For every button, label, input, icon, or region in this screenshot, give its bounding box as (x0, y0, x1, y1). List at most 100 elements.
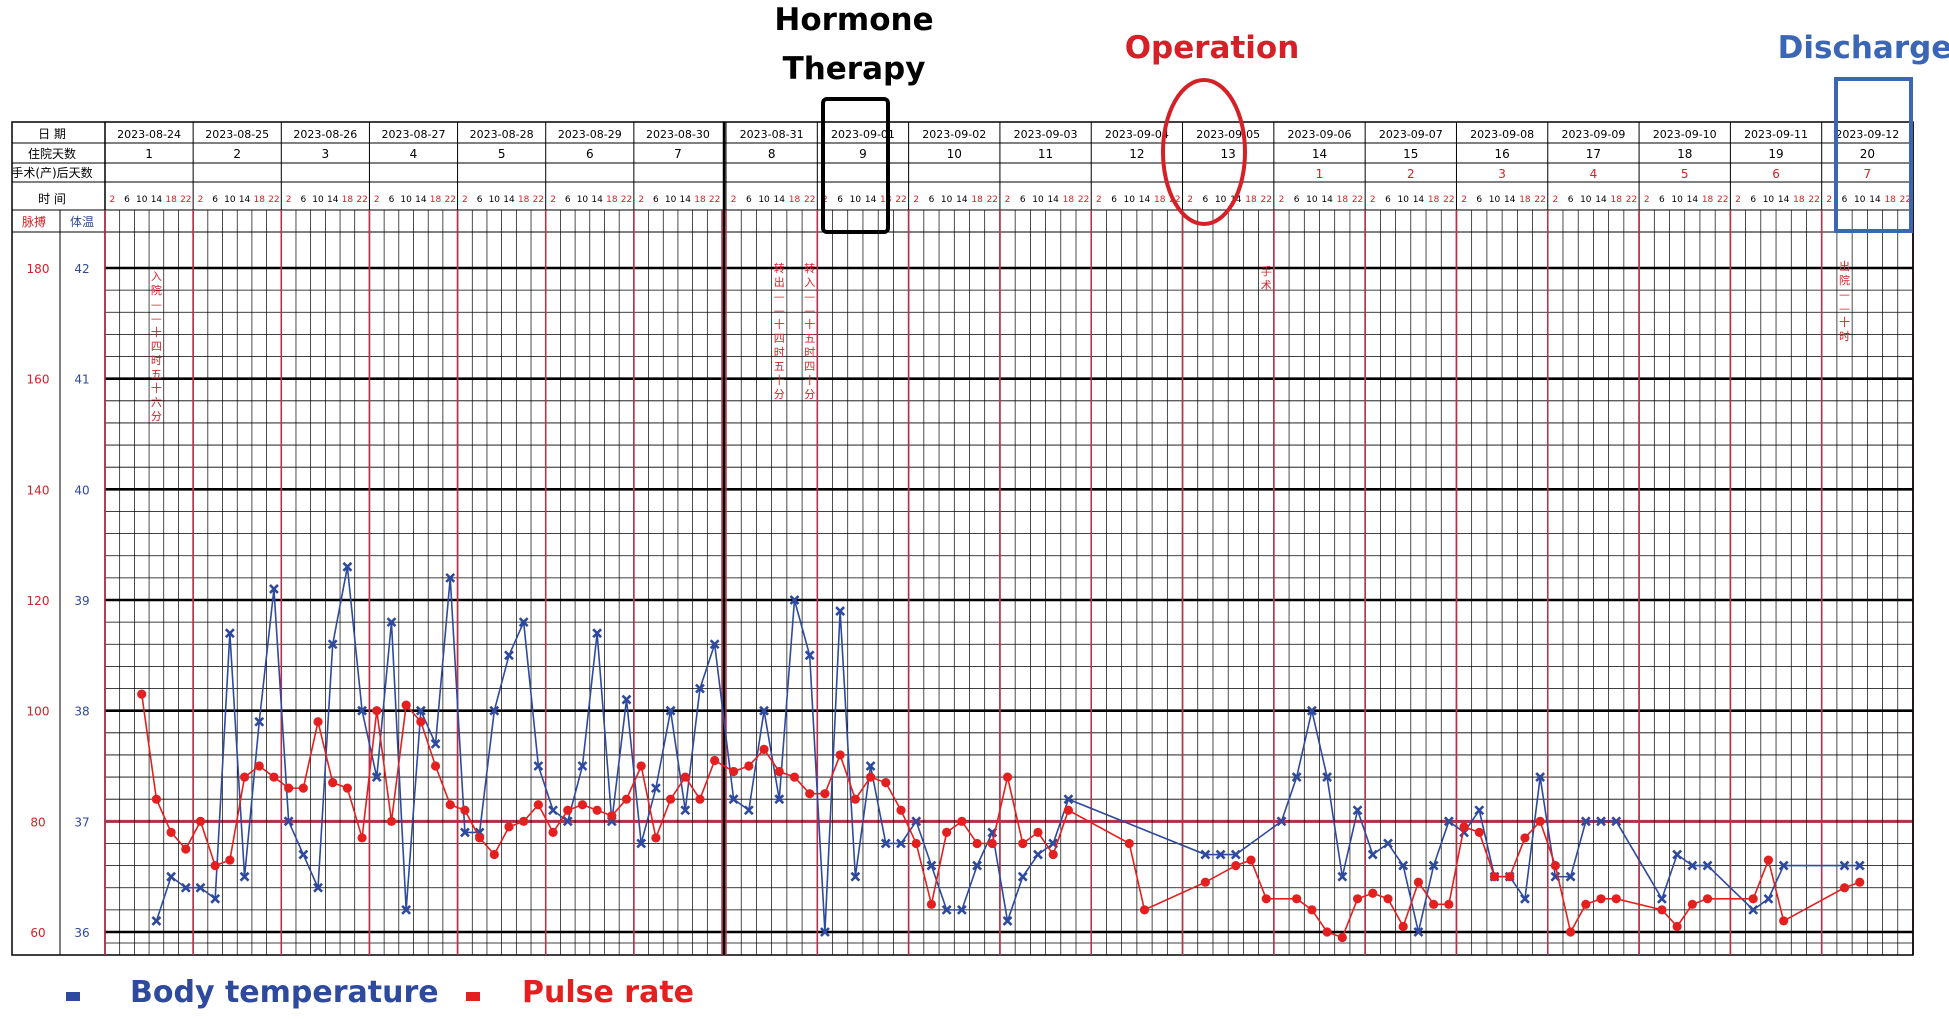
temperature-point (835, 606, 846, 616)
pulse-point (865, 772, 876, 782)
time-cell: 18 (1519, 195, 1531, 205)
vertical-note-char: 十 (1839, 315, 1850, 329)
pulse-point (284, 783, 294, 793)
vertical-note-char: 院 (151, 283, 162, 297)
time-cell: 18 (1884, 195, 1896, 205)
time-cell: 22 (268, 195, 279, 205)
time-cell: 6 (565, 195, 571, 205)
hospital-day-cell: 17 (1586, 147, 1601, 161)
time-cell: 14 (1504, 195, 1516, 205)
time-cell: 10 (758, 195, 770, 205)
hospital-day-cell: 4 (410, 147, 418, 161)
pulse-point (607, 811, 617, 821)
temperature-point (386, 617, 397, 628)
date-cell: 2023-09-05 (1196, 128, 1260, 141)
pulse-point (1246, 855, 1256, 865)
time-cell: 14 (1687, 195, 1699, 205)
time-cell: 2 (913, 195, 919, 205)
date-cell: 2023-08-29 (558, 128, 622, 141)
time-cell: 22 (895, 195, 906, 205)
pulse-point (1489, 872, 1500, 882)
hospital-day-cell: 18 (1677, 147, 1692, 161)
pulse-point (1657, 905, 1667, 915)
temperature-point (504, 650, 514, 661)
pulse-point (987, 838, 997, 849)
vertical-note-char: 入 (151, 270, 162, 283)
time-cell: 22 (180, 195, 191, 205)
vertical-note-char: — (151, 298, 162, 311)
vertical-note-char: 五 (774, 360, 785, 373)
vertical-note-char: 十 (804, 373, 815, 387)
pulse-point (504, 822, 514, 832)
time-cell: 2 (1461, 195, 1467, 205)
time-cell: 10 (1763, 195, 1775, 205)
pulse-tick-label: 60 (30, 926, 45, 940)
time-cell: 22 (1078, 195, 1089, 205)
pulse-point (881, 778, 891, 788)
vertical-note-char: 时 (774, 346, 785, 359)
temperature-point (313, 882, 323, 893)
time-cell: 6 (1750, 195, 1756, 205)
row-label-hospital-day: 住院天数 (28, 146, 76, 161)
time-cell: 14 (1139, 195, 1151, 205)
pulse-point (729, 766, 739, 777)
pulse-tick-label: 80 (30, 815, 45, 829)
vertical-note-char: 院 (1839, 273, 1850, 287)
pulse-point (430, 761, 441, 771)
temperature-point (1383, 838, 1393, 849)
time-cell: 14 (956, 195, 968, 205)
date-cell: 2023-08-25 (205, 128, 269, 141)
time-cell: 6 (1294, 195, 1300, 205)
date-cell: 2023-09-06 (1288, 128, 1352, 141)
time-cell: 22 (1261, 195, 1272, 205)
pulse-point (1413, 877, 1424, 887)
time-cell: 14 (1413, 195, 1425, 205)
temperature-point (371, 772, 382, 782)
pulse-point (759, 744, 769, 755)
temperature-point (1230, 849, 1241, 860)
temperature-point (401, 904, 412, 915)
time-cell: 6 (837, 195, 843, 205)
pulse-point (1292, 894, 1302, 904)
vertical-note-char: — (151, 312, 162, 325)
hospital-day-cell: 19 (1768, 147, 1783, 161)
time-cell: 6 (653, 195, 659, 205)
time-cell: 18 (1337, 195, 1349, 205)
temperature-point (621, 694, 632, 705)
temperature-point (269, 584, 279, 594)
temperature-point (1839, 860, 1850, 871)
temperature-point (298, 849, 309, 860)
pulse-point (911, 838, 921, 849)
temperature-point (327, 639, 338, 650)
vertical-note-char: 转 (774, 261, 785, 275)
time-cell: 22 (987, 195, 998, 205)
pulse-point (1581, 899, 1591, 909)
temperature-point (1763, 893, 1774, 904)
time-cell: 10 (1671, 195, 1683, 205)
time-cell: 6 (1568, 195, 1574, 205)
hospital-day-cell: 2 (233, 147, 241, 161)
temperature-point (518, 617, 529, 628)
time-cell: 10 (1489, 195, 1501, 205)
hospital-day-cell: 1 (145, 147, 153, 161)
vertical-note-char: — (804, 290, 815, 303)
time-cell: 10 (577, 195, 589, 205)
pulse-point (357, 833, 367, 843)
temperature-point (254, 716, 265, 727)
pulse-point (445, 800, 455, 810)
time-cell: 22 (356, 195, 367, 205)
time-cell: 2 (109, 195, 115, 205)
pulse-tick-label: 180 (27, 262, 50, 276)
temperature-point (759, 705, 769, 716)
temperature-point (1413, 927, 1424, 937)
time-cell: 18 (1063, 195, 1075, 205)
pulse-point (1018, 838, 1028, 849)
time-cell: 18 (518, 195, 530, 205)
time-cell: 10 (1124, 195, 1136, 205)
pulse-point (548, 827, 558, 838)
temp-tick-label: 37 (74, 815, 89, 829)
vertical-note-char: 五 (151, 368, 162, 381)
vertical-note-char: 六 (151, 396, 162, 409)
